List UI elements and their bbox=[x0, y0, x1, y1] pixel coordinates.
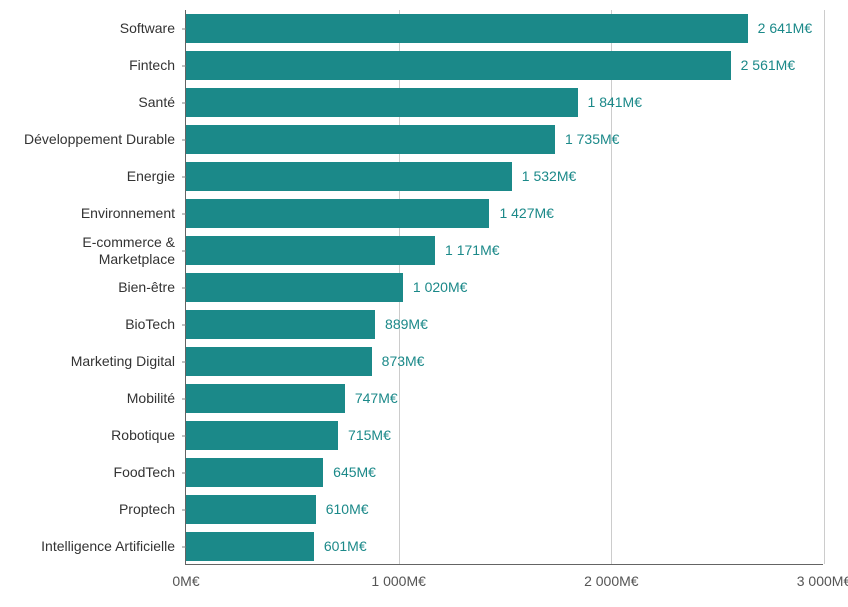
bar-value-label: 715M€ bbox=[348, 427, 391, 443]
bar-chart: 0M€ 1 000M€ 2 000M€ 3 000M€ 2 641M€ Software 2… bbox=[0, 0, 848, 607]
category-label: Mobilité bbox=[4, 380, 175, 417]
bar-value-label: 1 841M€ bbox=[588, 94, 642, 110]
category-label: BioTech bbox=[4, 306, 175, 343]
bar-value-label: 1 427M€ bbox=[499, 205, 553, 221]
x-tick-label: 1 000M€ bbox=[371, 573, 425, 589]
category-label: FoodTech bbox=[4, 454, 175, 491]
bar-value-label: 1 020M€ bbox=[413, 279, 467, 295]
y-tick bbox=[182, 472, 186, 473]
category-label: Développement Durable bbox=[4, 121, 175, 158]
category-label: Energie bbox=[4, 158, 175, 195]
bar bbox=[186, 310, 375, 339]
y-tick bbox=[182, 398, 186, 399]
bar bbox=[186, 125, 555, 154]
bar-value-label: 747M€ bbox=[355, 390, 398, 406]
y-tick bbox=[182, 435, 186, 436]
bar-value-label: 873M€ bbox=[382, 353, 425, 369]
y-tick bbox=[182, 250, 186, 251]
bar-value-label: 610M€ bbox=[326, 501, 369, 517]
y-tick bbox=[182, 176, 186, 177]
bar-value-label: 2 641M€ bbox=[758, 20, 812, 36]
bar bbox=[186, 421, 338, 450]
bar bbox=[186, 51, 731, 80]
category-label: Environnement bbox=[4, 195, 175, 232]
bar-value-label: 1 735M€ bbox=[565, 131, 619, 147]
y-tick bbox=[182, 287, 186, 288]
y-tick bbox=[182, 213, 186, 214]
y-tick bbox=[182, 546, 186, 547]
x-tick-label: 3 000M€ bbox=[797, 573, 848, 589]
gridline bbox=[824, 10, 825, 564]
bar bbox=[186, 532, 314, 561]
bar-value-label: 1 532M€ bbox=[522, 168, 576, 184]
bar-value-label: 601M€ bbox=[324, 538, 367, 554]
bar bbox=[186, 14, 748, 43]
bar bbox=[186, 162, 512, 191]
y-tick bbox=[182, 102, 186, 103]
x-tick-label: 0M€ bbox=[172, 573, 199, 589]
y-tick bbox=[182, 509, 186, 510]
bar bbox=[186, 88, 578, 117]
bar-value-label: 2 561M€ bbox=[741, 57, 795, 73]
bar-value-label: 889M€ bbox=[385, 316, 428, 332]
category-label: Software bbox=[4, 10, 175, 47]
y-tick bbox=[182, 28, 186, 29]
plot-area: 0M€1 000M€2 000M€3 000M€2 641M€Software2… bbox=[185, 10, 823, 565]
bar bbox=[186, 458, 323, 487]
bar bbox=[186, 495, 316, 524]
bar bbox=[186, 199, 489, 228]
category-label: Bien-être bbox=[4, 269, 175, 306]
category-label: Intelligence Artificielle bbox=[4, 528, 175, 565]
bar bbox=[186, 384, 345, 413]
bar-value-label: 1 171M€ bbox=[445, 242, 499, 258]
bar bbox=[186, 236, 435, 265]
bar-value-label: 645M€ bbox=[333, 464, 376, 480]
y-tick bbox=[182, 324, 186, 325]
category-label: Marketing Digital bbox=[4, 343, 175, 380]
category-label: Fintech bbox=[4, 47, 175, 84]
y-tick bbox=[182, 361, 186, 362]
category-label: Proptech bbox=[4, 491, 175, 528]
category-label: E-commerce & Marketplace bbox=[4, 232, 175, 269]
bar bbox=[186, 273, 403, 302]
category-label: Robotique bbox=[4, 417, 175, 454]
y-tick bbox=[182, 139, 186, 140]
gridline bbox=[611, 10, 612, 564]
y-tick bbox=[182, 65, 186, 66]
category-label: Santé bbox=[4, 84, 175, 121]
x-tick-label: 2 000M€ bbox=[584, 573, 638, 589]
bar bbox=[186, 347, 372, 376]
